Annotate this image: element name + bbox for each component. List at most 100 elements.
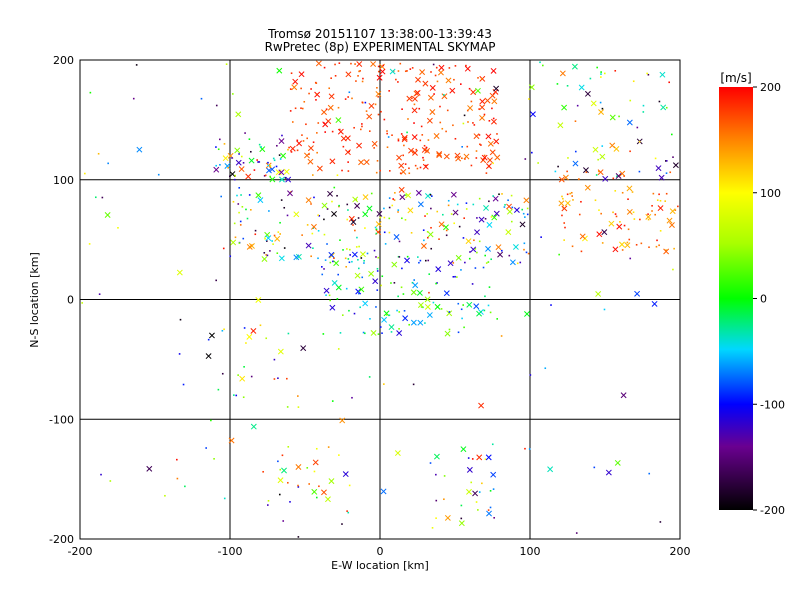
data-point-dot bbox=[331, 200, 333, 203]
data-point-dot bbox=[379, 326, 382, 328]
data-point-dot bbox=[88, 243, 91, 245]
data-point-x bbox=[417, 201, 424, 208]
data-point-dot bbox=[413, 103, 416, 106]
data-point-dot bbox=[316, 132, 318, 134]
data-point-dot bbox=[238, 187, 241, 189]
colorbar-ticks: 200 100 0 -100 -200 bbox=[753, 81, 785, 517]
data-point-x bbox=[590, 100, 597, 107]
data-point-x bbox=[245, 173, 252, 180]
data-point-dot bbox=[359, 128, 362, 131]
data-point-dot bbox=[241, 206, 244, 208]
data-point-dot bbox=[601, 107, 604, 110]
data-point-dot bbox=[435, 473, 437, 476]
data-point-dot bbox=[347, 209, 349, 211]
data-point-dot bbox=[386, 132, 388, 135]
data-point-dot bbox=[464, 158, 466, 160]
data-point-x bbox=[255, 297, 262, 303]
data-point-dot bbox=[237, 203, 240, 205]
data-point-dot bbox=[315, 447, 318, 450]
data-point-dot bbox=[233, 222, 236, 225]
data-point-dot bbox=[329, 261, 332, 264]
data-point-x bbox=[558, 200, 565, 207]
data-point-x bbox=[620, 392, 627, 399]
data-point-dot bbox=[504, 204, 506, 206]
data-point-dot bbox=[439, 121, 442, 124]
data-point-dot bbox=[273, 159, 276, 162]
data-point-x bbox=[372, 278, 379, 285]
data-point-dot bbox=[296, 149, 299, 152]
data-point-x bbox=[368, 270, 375, 277]
data-point-dot bbox=[404, 218, 407, 221]
data-point-x bbox=[277, 477, 284, 484]
data-point-dot bbox=[420, 125, 423, 128]
data-point-dot bbox=[522, 212, 525, 215]
data-point-dot bbox=[627, 198, 629, 201]
data-point-x bbox=[601, 229, 608, 236]
data-point-dot bbox=[668, 81, 670, 84]
data-point-x bbox=[619, 170, 626, 177]
data-point-dot bbox=[316, 151, 318, 154]
data-point-x bbox=[602, 175, 609, 182]
data-point-dot bbox=[665, 106, 668, 109]
data-point-dot bbox=[332, 260, 334, 263]
data-point-dot bbox=[460, 308, 463, 311]
data-point-dot bbox=[453, 78, 455, 81]
data-point-x bbox=[523, 197, 530, 204]
grid bbox=[80, 60, 680, 539]
data-point-x bbox=[615, 173, 622, 179]
data-point-dot bbox=[383, 216, 386, 219]
data-point-dot bbox=[205, 447, 207, 449]
data-point-x bbox=[483, 205, 489, 211]
data-point-x bbox=[614, 459, 621, 466]
data-point-dot bbox=[308, 483, 310, 485]
data-point-dot bbox=[350, 62, 352, 65]
data-point-dot bbox=[324, 259, 327, 261]
data-point-x bbox=[398, 162, 405, 169]
data-point-dot bbox=[391, 134, 393, 137]
data-point-dot bbox=[431, 527, 434, 529]
data-point-dot bbox=[383, 118, 386, 121]
data-point-dot bbox=[346, 510, 348, 512]
data-point-dot bbox=[313, 196, 315, 199]
data-point-dot bbox=[575, 532, 578, 534]
data-point-dot bbox=[258, 161, 261, 163]
data-point-dot bbox=[508, 254, 511, 257]
data-point-x bbox=[291, 84, 298, 91]
data-point-dot bbox=[398, 311, 401, 313]
data-point-dot bbox=[435, 517, 437, 519]
data-point-dot bbox=[603, 308, 606, 311]
data-point-dot bbox=[94, 196, 97, 199]
data-point-dot bbox=[221, 329, 224, 332]
data-point-dot bbox=[526, 213, 529, 216]
y-axis-ticks: -200 -100 0 100 200 bbox=[49, 54, 74, 546]
data-point-dot bbox=[480, 77, 483, 80]
data-point-dot bbox=[386, 146, 389, 149]
data-point-dot bbox=[603, 72, 606, 75]
data-point-x bbox=[505, 229, 512, 236]
data-point-dot bbox=[176, 477, 179, 480]
data-point-x bbox=[657, 205, 664, 212]
data-point-dot bbox=[400, 133, 403, 135]
data-point-dot bbox=[488, 200, 490, 203]
data-point-x bbox=[444, 330, 451, 337]
data-point-dot bbox=[447, 204, 450, 207]
data-point-x bbox=[375, 221, 382, 228]
y-tick-label: 100 bbox=[53, 174, 74, 187]
data-point-dot bbox=[419, 139, 422, 142]
data-point-dot bbox=[101, 196, 104, 199]
data-point-x bbox=[465, 238, 472, 245]
data-point-dot bbox=[640, 242, 643, 245]
data-point-x bbox=[278, 138, 285, 145]
data-point-dot bbox=[184, 485, 186, 488]
data-point-dot bbox=[475, 501, 478, 503]
data-point-x bbox=[598, 109, 605, 116]
data-point-dot bbox=[527, 252, 530, 255]
data-point-dot bbox=[369, 318, 371, 320]
data-point-x bbox=[445, 77, 452, 84]
data-point-x bbox=[435, 266, 442, 273]
data-point-dot bbox=[286, 481, 289, 484]
data-point-dot bbox=[365, 110, 368, 112]
data-point-dot bbox=[323, 218, 325, 221]
data-point-x bbox=[331, 210, 337, 217]
data-point-dot bbox=[347, 96, 349, 98]
